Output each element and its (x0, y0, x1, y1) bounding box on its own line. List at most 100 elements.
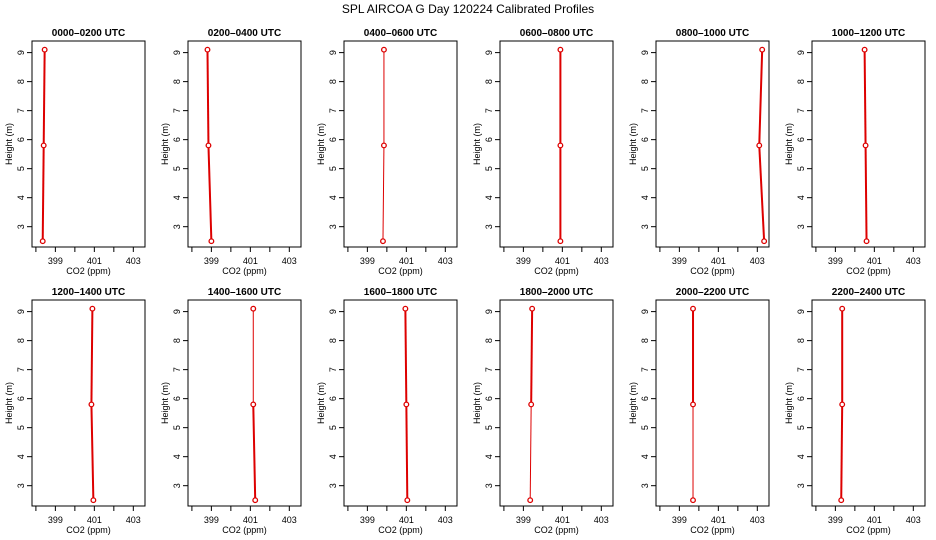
data-point (839, 401, 846, 408)
x-tick-label: 401 (711, 515, 726, 525)
y-tick-label: 5 (328, 425, 338, 430)
y-tick-label: 5 (484, 166, 494, 171)
plot-frame (811, 299, 926, 507)
y-tick-label: 8 (172, 79, 182, 84)
data-point (690, 497, 696, 504)
data-point (528, 401, 535, 408)
y-tick-label: 7 (796, 108, 806, 113)
y-tick-label: 7 (796, 367, 806, 372)
plot-frame (655, 299, 770, 507)
y-tick-label: 3 (328, 483, 338, 488)
x-axis-label: CO2 (ppm) (846, 525, 891, 535)
y-tick-label: 8 (172, 338, 182, 343)
y-tick-label: 9 (484, 50, 494, 55)
plot-frame (187, 299, 302, 507)
profile-segment (840, 404, 844, 501)
y-tick-label: 9 (796, 309, 806, 314)
y-tick-label: 4 (172, 454, 182, 459)
data-point (862, 142, 869, 149)
plot-frame (343, 40, 458, 248)
x-tick-label: 401 (867, 256, 882, 266)
y-tick-label: 9 (484, 309, 494, 314)
y-tick-label: 8 (328, 79, 338, 84)
data-point (90, 497, 97, 504)
y-tick-label: 4 (328, 195, 338, 200)
x-tick-label: 403 (282, 515, 297, 525)
x-tick-label: 399 (672, 515, 687, 525)
data-point (557, 142, 564, 149)
y-tick-label: 4 (484, 454, 494, 459)
x-tick-label: 403 (126, 515, 141, 525)
y-axis-label: Height (m) (160, 382, 170, 424)
y-tick-label: 7 (328, 367, 338, 372)
x-tick-label: 403 (438, 256, 453, 266)
y-tick-label: 3 (796, 224, 806, 229)
y-tick-label: 8 (796, 338, 806, 343)
plot-frame (31, 299, 146, 507)
x-tick-label: 403 (126, 256, 141, 266)
y-tick-label: 7 (172, 108, 182, 113)
panel: 1600–1800 UTC 3 4 5 6 7 8 9 399 401 403 CO2 (ppm) He… (316, 287, 458, 535)
y-tick-label: 6 (172, 137, 182, 142)
y-tick-label: 6 (328, 137, 338, 142)
profile-segment (90, 308, 94, 405)
y-tick-label: 8 (484, 79, 494, 84)
y-tick-label: 3 (16, 483, 26, 488)
data-point (250, 401, 257, 408)
x-tick-label: 403 (594, 515, 609, 525)
panel-title: 0600–0800 UTC (520, 28, 593, 39)
x-axis-label: CO2 (ppm) (846, 266, 891, 276)
y-tick-label: 3 (172, 224, 182, 229)
data-point (252, 497, 259, 504)
x-tick-label: 399 (204, 515, 219, 525)
y-tick-label: 4 (796, 454, 806, 459)
plot-frame (499, 40, 614, 248)
y-axis-label: Height (m) (472, 123, 482, 165)
figure-title: SPL AIRCOA G Day 120224 Calibrated Profi… (342, 2, 594, 16)
y-tick-label: 3 (640, 483, 650, 488)
x-tick-label: 399 (828, 515, 843, 525)
y-tick-label: 8 (16, 338, 26, 343)
x-tick-label: 401 (243, 515, 258, 525)
data-point (557, 238, 564, 245)
y-tick-label: 6 (796, 137, 806, 142)
y-tick-label: 9 (640, 309, 650, 314)
panel: 1000–1200 UTC 3 4 5 6 7 8 9 399 401 403 CO2 (ppm) He… (784, 28, 926, 276)
x-axis-label: CO2 (ppm) (690, 266, 735, 276)
profile-segment (382, 145, 385, 242)
panel: 0000–0200 UTC 3 4 5 6 7 8 9 399 401 403 CO2 (ppm) He… (4, 28, 146, 276)
y-tick-label: 9 (328, 309, 338, 314)
x-tick-label: 399 (204, 256, 219, 266)
profile-segment (863, 49, 867, 146)
x-tick-label: 401 (399, 515, 414, 525)
panel: 1800–2000 UTC 3 4 5 6 7 8 9 399 401 403 CO2 (ppm) He… (472, 287, 614, 535)
profile-segment (864, 145, 868, 242)
y-tick-label: 9 (796, 50, 806, 55)
data-point (380, 46, 387, 53)
data-point (690, 401, 696, 408)
x-tick-label: 403 (906, 515, 921, 525)
y-tick-label: 8 (796, 79, 806, 84)
data-point (40, 142, 47, 149)
x-tick-label: 403 (906, 256, 921, 266)
data-point (863, 238, 870, 245)
x-axis-label: CO2 (ppm) (66, 525, 111, 535)
panel: 0800–1000 UTC 3 4 5 6 7 8 9 399 401 403 CO2 (ppm) He… (628, 28, 770, 276)
y-tick-label: 9 (16, 50, 26, 55)
data-point (529, 305, 536, 312)
y-axis-label: Height (m) (160, 123, 170, 165)
profile-segment (252, 404, 257, 501)
y-tick-label: 4 (640, 454, 650, 459)
panel: 0200–0400 UTC 3 4 5 6 7 8 9 399 401 403 CO2 (ppm) He… (160, 28, 302, 276)
plot-frame (187, 40, 302, 248)
y-tick-label: 6 (640, 396, 650, 401)
panel: 0400–0600 UTC 3 4 5 6 7 8 9 399 401 403 CO2 (ppm) He… (316, 28, 458, 276)
x-tick-label: 399 (48, 515, 63, 525)
y-tick-label: 9 (640, 50, 650, 55)
data-point (690, 305, 696, 312)
data-point (250, 305, 257, 312)
y-tick-label: 6 (172, 396, 182, 401)
y-tick-label: 6 (796, 396, 806, 401)
y-tick-label: 8 (328, 338, 338, 343)
